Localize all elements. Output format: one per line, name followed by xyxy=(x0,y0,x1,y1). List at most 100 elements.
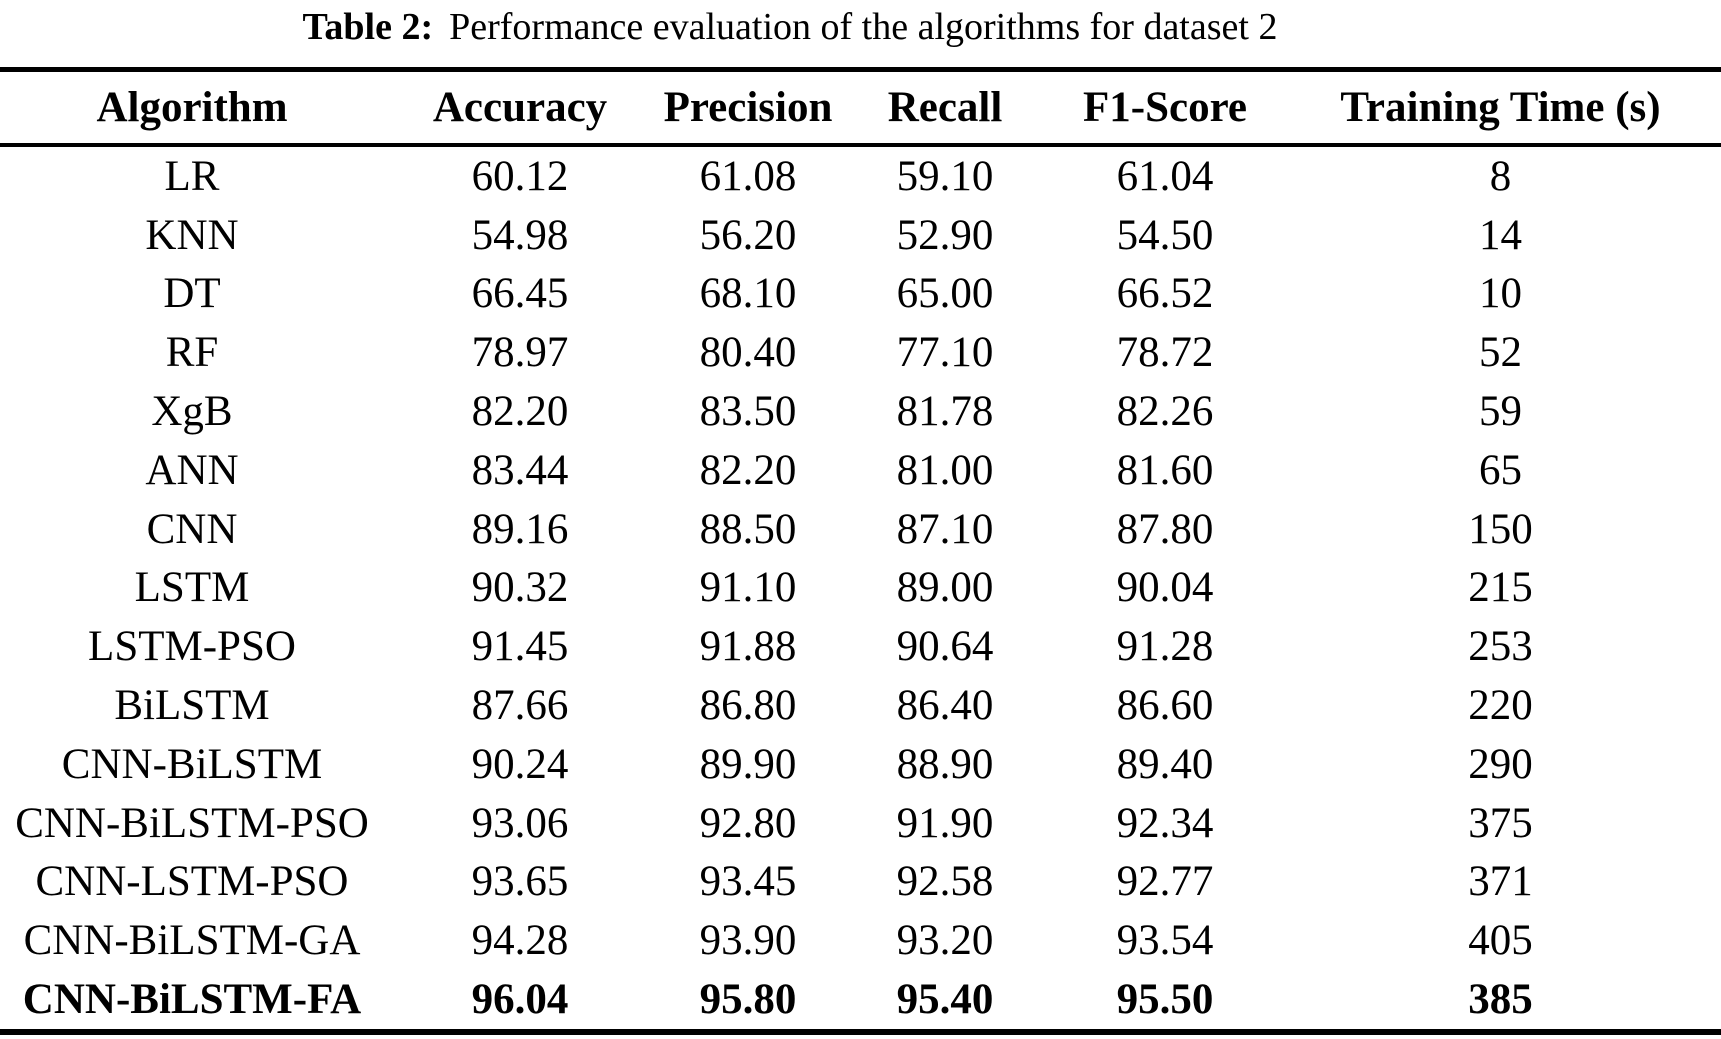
table-row: LR 60.12 61.08 59.10 61.04 8 xyxy=(0,147,1721,206)
table-row: XgB 82.20 83.50 81.78 82.26 59 xyxy=(0,382,1721,441)
value-cell: 52.90 xyxy=(896,211,994,259)
value-cell: 86.60 xyxy=(1116,682,1214,730)
table-row: BiLSTM 87.66 86.80 86.40 86.60 220 xyxy=(0,676,1721,735)
table-row: RF 78.97 80.40 77.10 78.72 52 xyxy=(0,323,1721,382)
value-cell: 93.54 xyxy=(1116,917,1214,965)
value-cell: 89.40 xyxy=(1116,740,1214,788)
value-cell: 87.80 xyxy=(1116,505,1214,553)
table-row: DT 66.45 68.10 65.00 66.52 10 xyxy=(0,265,1721,324)
value-cell: 86.80 xyxy=(699,682,797,730)
value-cell: 83.44 xyxy=(471,446,569,494)
table-row: LSTM 90.32 91.10 89.00 90.04 215 xyxy=(0,559,1721,618)
value-cell: 94.28 xyxy=(471,917,569,965)
algorithm-cell: CNN-BiLSTM-FA xyxy=(22,976,362,1024)
value-cell: 96.04 xyxy=(471,976,569,1024)
value-cell: 77.10 xyxy=(896,329,994,377)
value-cell: 220 xyxy=(1468,682,1533,730)
algorithm-cell: CNN-BiLSTM xyxy=(61,740,323,788)
value-cell: 91.88 xyxy=(699,623,797,671)
value-cell: 215 xyxy=(1468,564,1533,612)
algorithm-cell: LR xyxy=(164,152,220,200)
value-cell: 52 xyxy=(1479,329,1522,377)
value-cell: 83.50 xyxy=(699,388,797,436)
value-cell: 90.32 xyxy=(471,564,569,612)
value-cell: 92.34 xyxy=(1116,799,1214,847)
value-cell: 82.26 xyxy=(1116,388,1214,436)
value-cell: 90.64 xyxy=(896,623,994,671)
algorithm-cell: CNN-BiLSTM-GA xyxy=(23,917,361,965)
algorithm-cell: XgB xyxy=(151,388,233,436)
algorithm-cell: CNN-LSTM-PSO xyxy=(35,858,349,906)
value-cell: 375 xyxy=(1468,799,1533,847)
value-cell: 371 xyxy=(1468,858,1533,906)
top-rule xyxy=(0,67,1721,72)
algorithm-cell: ANN xyxy=(145,446,239,494)
value-cell: 66.52 xyxy=(1116,270,1214,318)
table-row: CNN 89.16 88.50 87.10 87.80 150 xyxy=(0,500,1721,559)
table-row: ANN 83.44 82.20 81.00 81.60 65 xyxy=(0,441,1721,500)
value-cell: 92.77 xyxy=(1116,858,1214,906)
value-cell: 54.98 xyxy=(471,211,569,259)
value-cell: 54.50 xyxy=(1116,211,1214,259)
value-cell: 61.08 xyxy=(699,152,797,200)
value-cell: 91.45 xyxy=(471,623,569,671)
table-row: KNN 54.98 56.20 52.90 54.50 14 xyxy=(0,206,1721,265)
value-cell: 90.24 xyxy=(471,740,569,788)
value-cell: 93.65 xyxy=(471,858,569,906)
algorithm-cell: LSTM xyxy=(134,564,250,612)
value-cell: 65 xyxy=(1479,446,1522,494)
value-cell: 82.20 xyxy=(471,388,569,436)
table-row: CNN-BiLSTM-GA 94.28 93.90 93.20 93.54 405 xyxy=(0,911,1721,970)
column-header-accuracy: Accuracy xyxy=(432,84,608,131)
value-cell: 89.00 xyxy=(896,564,994,612)
column-header-precision: Precision xyxy=(663,84,833,131)
algorithm-cell: CNN-BiLSTM-PSO xyxy=(15,799,369,847)
algorithm-cell: RF xyxy=(165,329,219,377)
value-cell: 87.66 xyxy=(471,682,569,730)
column-header-f1-score: F1-Score xyxy=(1083,84,1247,131)
value-cell: 80.40 xyxy=(699,329,797,377)
value-cell: 78.97 xyxy=(471,329,569,377)
value-cell: 65.00 xyxy=(896,270,994,318)
value-cell: 8 xyxy=(1489,152,1512,200)
value-cell: 78.72 xyxy=(1116,329,1214,377)
value-cell: 89.90 xyxy=(699,740,797,788)
value-cell: 385 xyxy=(1468,976,1533,1024)
value-cell: 61.04 xyxy=(1116,152,1214,200)
value-cell: 91.90 xyxy=(896,799,994,847)
value-cell: 95.50 xyxy=(1116,976,1214,1024)
value-cell: 95.80 xyxy=(699,976,797,1024)
table-row: LSTM-PSO 91.45 91.88 90.64 91.28 253 xyxy=(0,617,1721,676)
algorithm-cell: DT xyxy=(163,270,221,318)
value-cell: 68.10 xyxy=(699,270,797,318)
value-cell: 405 xyxy=(1468,917,1533,965)
value-cell: 59 xyxy=(1479,388,1522,436)
header-separator-rule xyxy=(0,143,1721,147)
algorithm-cell: KNN xyxy=(145,211,239,259)
value-cell: 93.45 xyxy=(699,858,797,906)
caption-label: Table 2: xyxy=(302,6,434,48)
algorithm-cell: BiLSTM xyxy=(114,682,270,730)
table-header-row: Algorithm Accuracy Precision Recall F1-S… xyxy=(0,72,1721,143)
table-row: CNN-BiLSTM-PSO 93.06 92.80 91.90 92.34 375 xyxy=(0,794,1721,853)
value-cell: 253 xyxy=(1468,623,1533,671)
value-cell: 87.10 xyxy=(896,505,994,553)
value-cell: 91.28 xyxy=(1116,623,1214,671)
value-cell: 88.50 xyxy=(699,505,797,553)
value-cell: 88.90 xyxy=(896,740,994,788)
value-cell: 82.20 xyxy=(699,446,797,494)
value-cell: 93.90 xyxy=(699,917,797,965)
bottom-rule xyxy=(0,1028,1721,1035)
table-caption: Table 2: Performance evaluation of the al… xyxy=(0,0,1580,67)
value-cell: 81.60 xyxy=(1116,446,1214,494)
value-cell: 290 xyxy=(1468,740,1533,788)
value-cell: 150 xyxy=(1468,505,1533,553)
value-cell: 81.00 xyxy=(896,446,994,494)
value-cell: 81.78 xyxy=(896,388,994,436)
value-cell: 56.20 xyxy=(699,211,797,259)
column-header-algorithm: Algorithm xyxy=(96,84,288,131)
value-cell: 86.40 xyxy=(896,682,994,730)
value-cell: 66.45 xyxy=(471,270,569,318)
value-cell: 92.80 xyxy=(699,799,797,847)
value-cell: 93.20 xyxy=(896,917,994,965)
